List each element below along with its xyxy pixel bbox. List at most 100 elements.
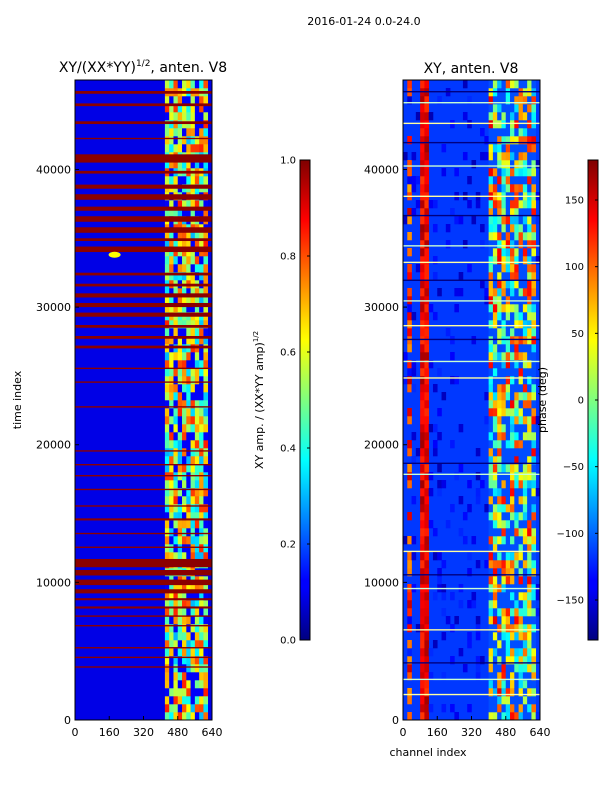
heatmap-cell — [407, 552, 412, 561]
heatmap-cell — [467, 120, 472, 129]
heatmap-cell — [173, 368, 179, 377]
heatmap-cell — [420, 504, 425, 513]
heatmap-cell — [199, 592, 204, 601]
heatmap-cell — [169, 296, 174, 305]
heatmap-cell — [420, 680, 425, 689]
heatmap-cell — [199, 488, 204, 497]
heatmap-cell — [531, 376, 537, 385]
heatmap-streak — [403, 574, 540, 576]
heatmap-cell — [492, 600, 498, 609]
heatmap-cell — [182, 680, 187, 689]
heatmap-cell — [190, 264, 196, 273]
heatmap-cell — [169, 432, 174, 441]
heatmap-cell — [501, 456, 507, 465]
heatmap-cell — [173, 232, 179, 241]
heatmap-cell — [424, 224, 429, 233]
heatmap-cell — [199, 544, 204, 553]
heatmap-streak — [75, 589, 212, 594]
heatmap-cell — [492, 240, 498, 249]
heatmap-cell — [164, 424, 170, 433]
heatmap-cell — [505, 240, 511, 249]
heatmap-cell — [488, 528, 494, 537]
heatmap-cell — [475, 488, 481, 497]
heatmap-cell — [177, 360, 183, 369]
heatmap-cell — [497, 632, 502, 641]
heatmap-cell — [424, 240, 429, 249]
heatmap-streak — [403, 245, 540, 247]
heatmap-cell — [480, 128, 485, 137]
heatmap-cell — [424, 104, 429, 113]
heatmap-cell — [527, 648, 532, 657]
heatmap-cell — [445, 328, 451, 337]
heatmap-cell — [182, 608, 187, 617]
heatmap-cell — [203, 248, 209, 257]
heatmap-cell — [203, 208, 209, 217]
heatmap-cell — [407, 360, 412, 369]
heatmap-cell — [420, 448, 425, 457]
heatmap-cell — [510, 216, 515, 225]
heatmap-cell — [497, 464, 502, 473]
heatmap-streak — [403, 587, 540, 590]
heatmap-cell — [522, 296, 528, 305]
heatmap-cell — [186, 288, 191, 297]
heatmap-streak — [75, 154, 212, 163]
heatmap-streak — [403, 629, 540, 631]
heatmap-cell — [450, 504, 455, 513]
heatmap-cell — [492, 168, 498, 177]
heatmap-cell — [527, 640, 532, 649]
heatmap-cell — [177, 256, 183, 265]
heatmap-cell — [432, 312, 438, 321]
heatmap-cell — [505, 688, 511, 697]
heatmap-cell — [173, 136, 179, 145]
heatmap-cell — [488, 376, 494, 385]
heatmap-cell — [420, 144, 425, 153]
heatmap-cell — [186, 200, 191, 209]
amplitude-colorbar-ticks: 0.00.20.40.60.81.0 — [280, 156, 310, 647]
heatmap-cell — [497, 496, 502, 505]
heatmap-cell — [514, 240, 519, 249]
heatmap-cell — [501, 520, 507, 529]
heatmap-cell — [531, 560, 537, 569]
heatmap-cell — [522, 576, 528, 585]
heatmap-cell — [190, 688, 196, 697]
heatmap-cell — [186, 328, 191, 337]
heatmap-cell — [182, 320, 187, 329]
heatmap-cell — [186, 144, 191, 153]
heatmap-cell — [420, 704, 425, 713]
heatmap-cell — [182, 648, 187, 657]
heatmap-cell — [199, 272, 204, 281]
heatmap-cell — [527, 160, 532, 169]
heatmap-cell — [177, 96, 183, 105]
heatmap-cell — [411, 176, 417, 185]
amplitude-colorbar: 0.00.20.40.60.81.0 XY amp. / (XX*YY amp)… — [252, 156, 311, 647]
heatmap-cell — [497, 344, 502, 353]
heatmap-cell — [424, 112, 429, 121]
heatmap-cell — [203, 368, 209, 377]
heatmap-cell — [190, 488, 196, 497]
heatmap-cell — [527, 344, 532, 353]
heatmap-streak — [403, 324, 540, 327]
heatmap-cell — [497, 504, 502, 513]
heatmap-cell — [411, 432, 417, 441]
heatmap-cell — [501, 320, 507, 329]
heatmap-cell — [186, 96, 191, 105]
heatmap-cell — [514, 128, 519, 137]
heatmap-cell — [501, 448, 507, 457]
heatmap-cell — [527, 216, 532, 225]
heatmap-cell — [467, 568, 472, 577]
heatmap-cell — [432, 384, 438, 393]
heatmap-cell — [497, 224, 502, 233]
heatmap-cell — [518, 440, 524, 449]
heatmap-cell — [420, 616, 425, 625]
heatmap-cell — [182, 272, 187, 281]
heatmap-cell — [411, 368, 417, 377]
heatmap-cell — [432, 552, 438, 561]
heatmap-cell — [522, 144, 528, 153]
heatmap-cell — [531, 304, 537, 313]
heatmap-cell — [497, 120, 502, 129]
heatmap-cell — [190, 456, 196, 465]
heatmap-cell — [420, 648, 425, 657]
heatmap-cell — [411, 536, 417, 545]
heatmap-cell — [501, 312, 507, 321]
heatmap-cell — [488, 96, 494, 105]
